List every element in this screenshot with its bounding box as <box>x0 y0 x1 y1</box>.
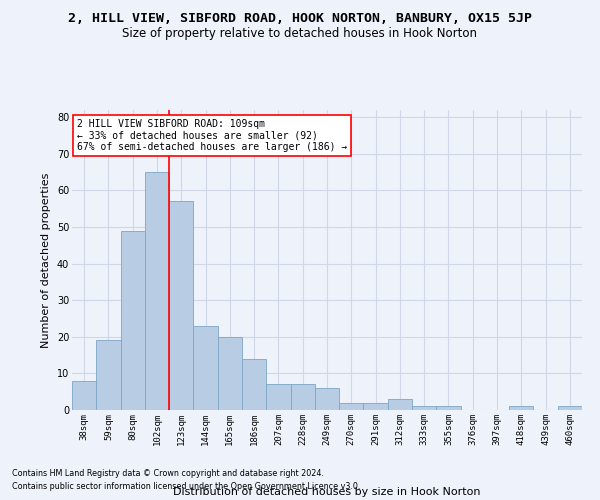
Text: 2, HILL VIEW, SIBFORD ROAD, HOOK NORTON, BANBURY, OX15 5JP: 2, HILL VIEW, SIBFORD ROAD, HOOK NORTON,… <box>68 12 532 26</box>
Y-axis label: Number of detached properties: Number of detached properties <box>41 172 51 348</box>
Bar <box>242 359 266 410</box>
Bar <box>436 406 461 410</box>
Bar <box>509 406 533 410</box>
Bar <box>145 172 169 410</box>
Bar <box>558 406 582 410</box>
Bar <box>290 384 315 410</box>
Bar <box>412 406 436 410</box>
Bar <box>169 202 193 410</box>
Bar <box>364 402 388 410</box>
Bar <box>72 380 96 410</box>
Text: Contains HM Land Registry data © Crown copyright and database right 2024.: Contains HM Land Registry data © Crown c… <box>12 468 324 477</box>
Bar <box>388 399 412 410</box>
Bar <box>218 337 242 410</box>
Bar <box>96 340 121 410</box>
Bar <box>315 388 339 410</box>
Bar <box>339 402 364 410</box>
Bar <box>121 230 145 410</box>
X-axis label: Distribution of detached houses by size in Hook Norton: Distribution of detached houses by size … <box>173 486 481 496</box>
Text: Contains public sector information licensed under the Open Government Licence v3: Contains public sector information licen… <box>12 482 361 491</box>
Text: 2 HILL VIEW SIBFORD ROAD: 109sqm
← 33% of detached houses are smaller (92)
67% o: 2 HILL VIEW SIBFORD ROAD: 109sqm ← 33% o… <box>77 119 347 152</box>
Bar <box>266 384 290 410</box>
Text: Size of property relative to detached houses in Hook Norton: Size of property relative to detached ho… <box>122 28 478 40</box>
Bar <box>193 326 218 410</box>
